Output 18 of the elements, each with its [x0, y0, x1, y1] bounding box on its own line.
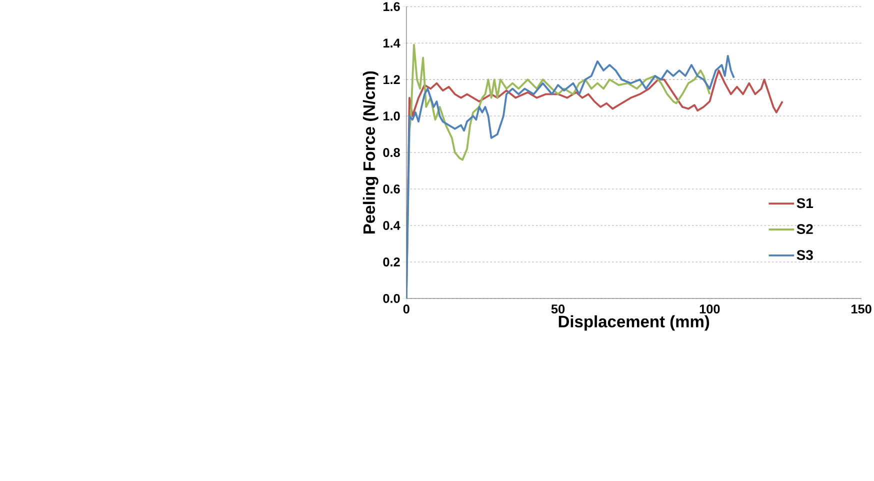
x-tick-label: 0	[403, 304, 410, 314]
x-tick-label: 100	[700, 304, 720, 314]
y-tick-label: 1.2	[384, 75, 400, 84]
x-tick-label: 150	[852, 304, 872, 314]
x-tick-label: 50	[551, 304, 565, 314]
y-tick-label: 0.2	[383, 258, 400, 267]
y-tick-label: 0.8	[383, 148, 400, 158]
y-tick-label: 1.0	[384, 112, 400, 121]
y-axis-title: Peeling Force (N/cm)	[362, 71, 378, 234]
y-tick-label: 0.6	[383, 184, 400, 194]
y-tick-label: 1.4	[384, 38, 400, 48]
legend-label: S2	[796, 224, 813, 234]
legend-label: S3	[796, 250, 813, 260]
x-axis-title: Displacement (mm)	[558, 315, 710, 331]
legend-label: S1	[796, 198, 814, 208]
y-tick-label: 1.6	[384, 2, 400, 12]
y-tick-label: 0.4	[383, 221, 400, 230]
y-tick-label: 0.0	[383, 294, 400, 303]
